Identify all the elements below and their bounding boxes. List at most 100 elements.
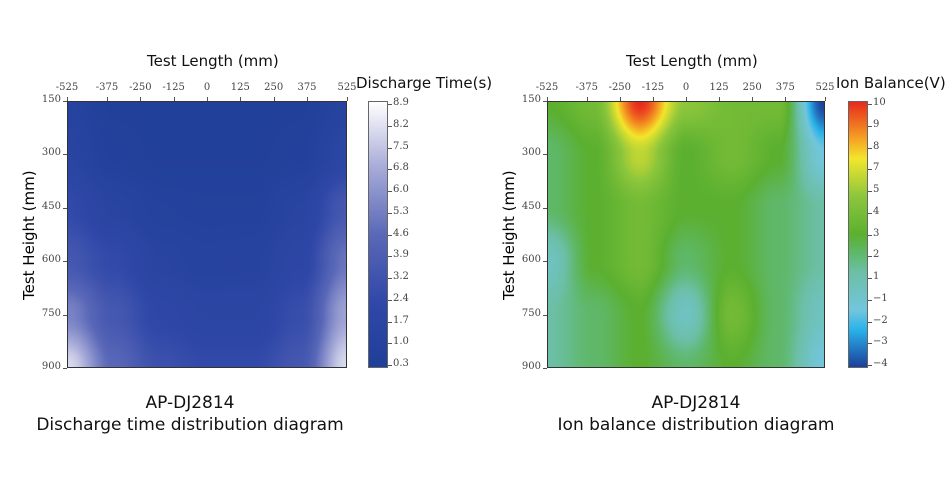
colorbar-tick-mark (868, 234, 872, 236)
colorbar-tick-label: 10 (873, 97, 886, 108)
heatmap-canvas (67, 101, 347, 368)
y-tick-label: 150 (521, 94, 541, 105)
colorbar-tick-mark (388, 234, 392, 236)
x-tick-label: -375 (575, 82, 598, 93)
y-tick-label: 750 (521, 307, 541, 319)
x-tick-mark (307, 97, 308, 101)
colorbar-tick-mark (388, 256, 392, 258)
colorbar-tick-label: 5.3 (393, 205, 409, 217)
plot-frame (547, 101, 825, 368)
y-tick-mark (63, 101, 67, 102)
x-tick-mark (586, 97, 588, 101)
colorbar-tick-mark (388, 278, 392, 279)
x-tick-mark (686, 97, 687, 101)
colorbar-tick-mark (388, 147, 392, 149)
colorbar-tick-mark (868, 169, 872, 171)
colorbar-tick-label: 3.9 (393, 249, 409, 261)
colorbar-tick-mark (388, 212, 392, 214)
x-tick-mark (719, 97, 721, 101)
x-tick-label: 525 (815, 82, 835, 93)
colorbar-tick-label: 2.4 (393, 292, 409, 304)
colorbar-tick-mark (868, 299, 872, 301)
colorbar-tick-label: 7.5 (393, 140, 409, 152)
colorbar-title: Ion Balance(V) (836, 74, 946, 92)
x-tick-mark (619, 97, 621, 101)
y-tick-label: 450 (521, 200, 541, 212)
x-tick-label: 125 (230, 82, 250, 93)
y-tick-label: 150 (41, 94, 61, 105)
colorbar-tick-mark (388, 343, 392, 345)
heatmap-canvas (547, 101, 825, 368)
colorbar-tick-mark (388, 169, 392, 171)
x-tick-mark (785, 97, 787, 101)
colorbar-tick-label: 8 (873, 140, 880, 152)
colorbar-tick-mark (868, 104, 872, 105)
colorbar-tick-label: 1 (873, 271, 880, 282)
plot-frame (67, 101, 347, 368)
x-tick-mark (652, 97, 654, 101)
x-tick-label: 250 (742, 82, 762, 93)
caption-line-2: Discharge time distribution diagram (36, 415, 344, 435)
colorbar-tick-label: 1.0 (393, 336, 409, 348)
colorbar-tick-mark (388, 104, 392, 105)
colorbar-tick-label: 8.9 (393, 97, 409, 108)
colorbar-tick-mark (868, 343, 872, 345)
x-tick-mark (825, 97, 826, 101)
y-axis-title: Test Height (mm) (500, 169, 518, 300)
colorbar-tick-label: 6.8 (393, 162, 409, 174)
x-tick-mark (273, 97, 275, 101)
x-tick-label: 375 (775, 82, 795, 93)
colorbar-tick-mark (868, 212, 872, 214)
colorbar-tick-label: 8.2 (393, 118, 409, 130)
y-tick-label: 900 (521, 361, 541, 372)
x-tick-mark (547, 97, 548, 101)
colorbar-tick-mark (388, 299, 392, 301)
colorbar-tick-label: 4.6 (393, 227, 409, 239)
y-tick-mark (543, 101, 547, 102)
y-tick-mark (63, 314, 67, 316)
colorbar-tick-label: −4 (873, 358, 888, 369)
x-tick-label: 0 (203, 82, 211, 93)
y-tick-label: 750 (41, 307, 61, 319)
y-tick-mark (63, 207, 67, 209)
x-axis-title: Test Length (mm) (147, 52, 279, 70)
y-tick-label: 300 (521, 147, 541, 159)
colorbar-tick-mark (868, 191, 872, 192)
x-tick-mark (752, 97, 754, 101)
x-tick-mark (207, 97, 208, 101)
colorbar-tick-label: 3 (873, 227, 880, 239)
x-tick-label: -125 (162, 82, 185, 93)
colorbar-tick-label: 3.2 (393, 271, 409, 282)
colorbar-tick-label: −3 (873, 336, 888, 348)
x-tick-label: 125 (709, 82, 729, 93)
colorbar-tick-label: 7 (873, 162, 880, 174)
colorbar-tick-label: 0.3 (393, 358, 409, 369)
colorbar-tick-label: 2 (873, 249, 880, 261)
y-tick-mark (63, 261, 67, 263)
y-tick-mark (543, 261, 547, 263)
y-tick-mark (543, 154, 547, 156)
x-tick-mark (173, 97, 175, 101)
colorbar-tick-mark (388, 125, 392, 127)
x-tick-mark (67, 97, 68, 101)
colorbar-tick-label: 9 (873, 118, 880, 130)
x-tick-mark (347, 97, 348, 101)
x-tick-label: 0 (682, 82, 690, 93)
colorbar-tick-label: 1.7 (393, 314, 409, 326)
x-tick-label: -375 (95, 82, 119, 93)
colorbar-tick-label: −1 (873, 292, 888, 304)
colorbar-tick-mark (868, 321, 872, 323)
colorbar-tick-mark (868, 278, 872, 279)
y-axis-title: Test Height (mm) (20, 169, 38, 300)
y-tick-mark (543, 207, 547, 209)
x-tick-mark (240, 97, 242, 101)
colorbar (368, 101, 388, 368)
y-tick-label: 900 (41, 361, 61, 372)
colorbar-tick-label: 5 (873, 184, 880, 195)
y-tick-mark (543, 314, 547, 316)
colorbar-tick-mark (868, 256, 872, 258)
x-tick-label: 525 (337, 82, 357, 93)
x-tick-label: -125 (641, 82, 665, 93)
x-tick-label: -525 (535, 82, 559, 93)
colorbar-tick-mark (388, 365, 392, 366)
